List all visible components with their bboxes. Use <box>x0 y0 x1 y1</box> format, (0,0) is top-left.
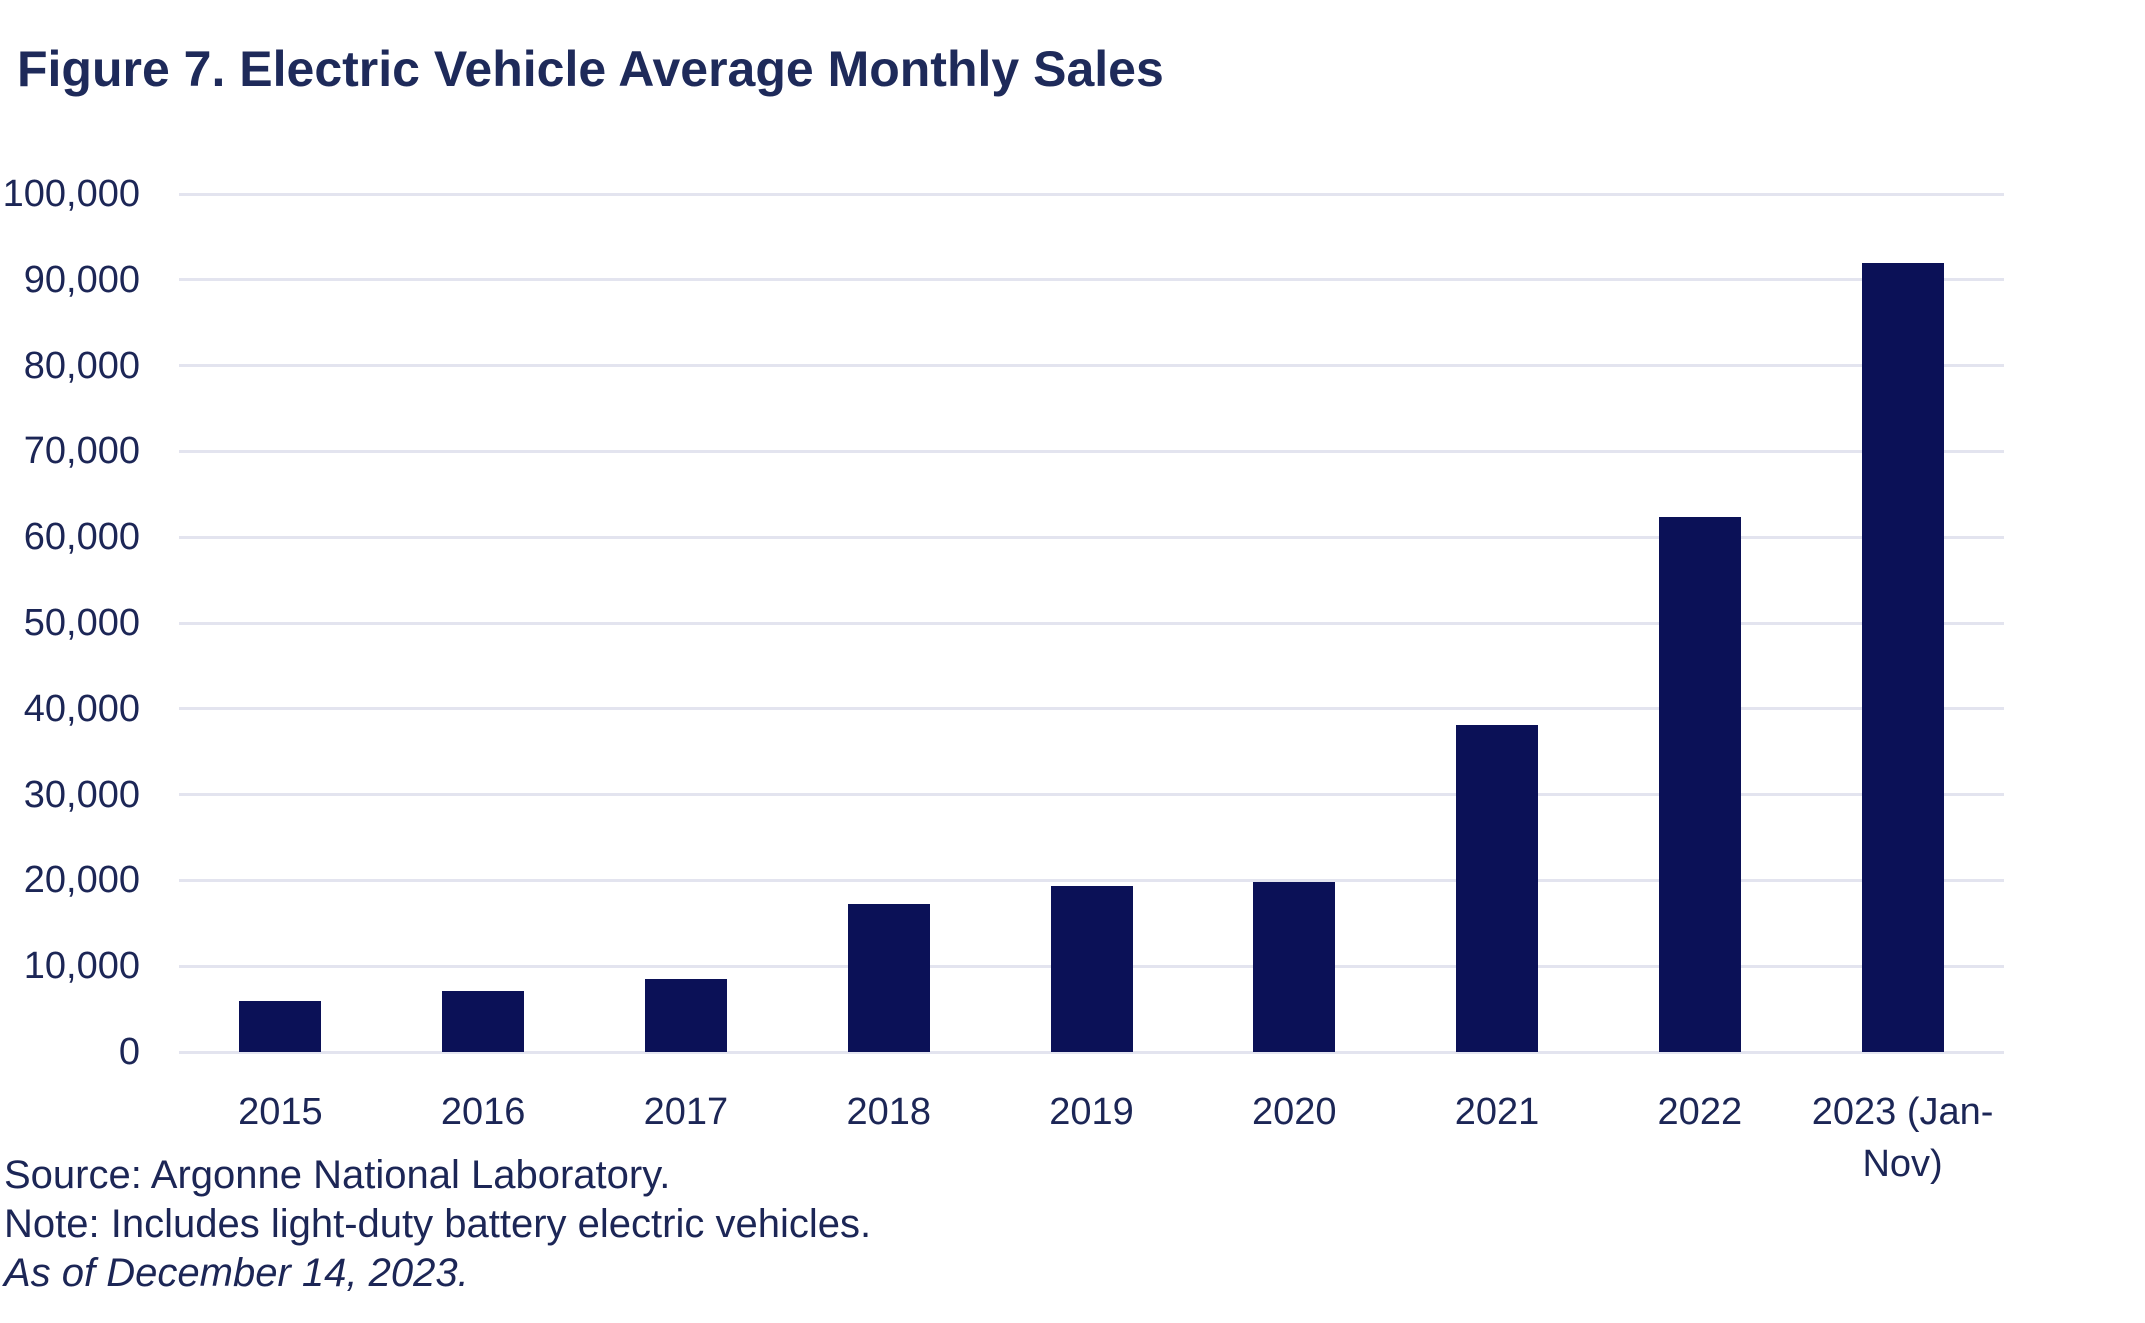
y-tick-label-40000: 40,000 <box>23 687 140 730</box>
bar-2018 <box>847 904 930 1052</box>
bar-2020 <box>1253 882 1336 1052</box>
gridline-60000 <box>179 535 2004 539</box>
figure-title: Figure 7. Electric Vehicle Average Month… <box>17 41 1164 97</box>
x-tick-label-2019: 2019 <box>1049 1091 1134 1133</box>
bar-2023-jan-nov <box>1861 263 1944 1052</box>
bar-2015 <box>239 1001 322 1052</box>
bar-2022 <box>1658 517 1741 1052</box>
gridline-30000 <box>179 793 2004 797</box>
x-tick-label-2023-jan-nov: 2023 (Jan-Nov) <box>1811 1091 1994 1185</box>
gridline-80000 <box>179 364 2004 368</box>
gridline-40000 <box>179 707 2004 711</box>
y-tick-label-90000: 90,000 <box>23 258 140 301</box>
x-tick-label-2018: 2018 <box>846 1091 931 1133</box>
x-axis-line <box>179 1050 2004 1054</box>
x-tick-label-2017: 2017 <box>643 1091 729 1133</box>
as-of-note: As of December 14, 2023. <box>4 1251 469 1295</box>
bar-2016 <box>442 991 525 1052</box>
y-tick-label-80000: 80,000 <box>23 344 140 387</box>
y-tick-label-70000: 70,000 <box>23 430 140 473</box>
bar-2019 <box>1050 885 1133 1052</box>
gridline-100000 <box>179 192 2004 196</box>
x-tick-label-2016: 2016 <box>440 1091 526 1133</box>
source-note: Source: Argonne National Laboratory. <box>4 1153 671 1197</box>
y-tick-label-10000: 10,000 <box>23 945 140 988</box>
gridline-90000 <box>179 278 2004 282</box>
x-tick-label-2021: 2021 <box>1454 1091 1540 1133</box>
y-tick-label-30000: 30,000 <box>23 773 140 816</box>
y-tick-label-0: 0 <box>118 1031 140 1073</box>
bar-2017 <box>644 979 727 1052</box>
x-tick-label-2015: 2015 <box>238 1091 323 1133</box>
y-tick-label-50000: 50,000 <box>23 602 140 644</box>
gridline-50000 <box>179 621 2004 625</box>
inclusion-note: Note: Includes light-duty battery electr… <box>4 1202 872 1246</box>
y-tick-label-100000: 100,000 <box>2 173 140 215</box>
y-tick-label-60000: 60,000 <box>23 516 140 559</box>
y-tick-label-20000: 20,000 <box>23 859 140 902</box>
bar-2021 <box>1456 724 1539 1052</box>
x-tick-label-2022: 2022 <box>1657 1091 1743 1133</box>
gridline-20000 <box>179 878 2004 882</box>
x-tick-label-2020: 2020 <box>1251 1091 1337 1133</box>
gridline-70000 <box>179 449 2004 453</box>
